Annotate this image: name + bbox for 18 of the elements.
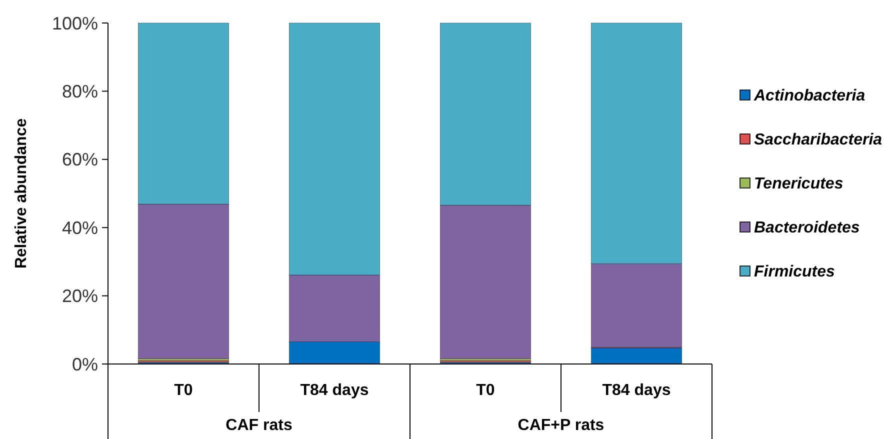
legend-label: Bacteroidetes [754, 220, 860, 237]
x-tick-label: T84 days [300, 382, 369, 399]
y-tick-label: 60% [62, 150, 98, 170]
y-tick-label: 80% [62, 82, 98, 102]
legend-label: Saccharibacteria [754, 132, 882, 149]
x-tick-label: T0 [174, 382, 193, 399]
y-axis-title: Relative abundance [13, 118, 30, 269]
text: CAF rats [226, 417, 292, 434]
y-tick-label: 100% [52, 13, 98, 34]
legend-label: Tenericutes [754, 176, 844, 193]
legend-label: Actinobacteria [753, 88, 866, 105]
y-tick-label: 20% [62, 286, 98, 306]
y-tick-label: 40% [62, 218, 98, 238]
y-tick-label: 0% [72, 354, 98, 374]
text: CAF+P rats [518, 417, 604, 434]
legend-label: Firmicutes [754, 264, 836, 281]
x-tick-label: T84 days [602, 382, 671, 399]
x-tick-label: T0 [476, 382, 495, 399]
